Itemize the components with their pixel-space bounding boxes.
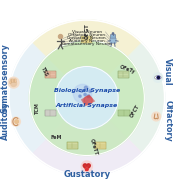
Wedge shape — [32, 98, 142, 176]
FancyBboxPatch shape — [10, 81, 11, 84]
Text: Visual Neuron: Visual Neuron — [72, 30, 102, 34]
Circle shape — [84, 93, 86, 96]
Circle shape — [81, 161, 92, 172]
Circle shape — [152, 112, 161, 121]
Text: OFGT: OFGT — [84, 23, 89, 39]
Circle shape — [8, 77, 19, 88]
Wedge shape — [87, 43, 165, 153]
FancyBboxPatch shape — [45, 71, 56, 78]
Circle shape — [55, 67, 118, 129]
Text: FeM: FeM — [50, 135, 62, 140]
Text: Somatosensory Neuron: Somatosensory Neuron — [61, 42, 112, 46]
Circle shape — [58, 35, 63, 39]
Circle shape — [112, 33, 114, 34]
Text: Somatosensory: Somatosensory — [1, 43, 10, 112]
Text: TSS: TSS — [40, 66, 49, 77]
Circle shape — [84, 96, 92, 105]
FancyBboxPatch shape — [12, 79, 13, 82]
Text: OFCT: OFCT — [129, 103, 141, 118]
Circle shape — [29, 40, 144, 156]
Text: Gustatory: Gustatory — [63, 170, 110, 179]
Circle shape — [73, 84, 92, 103]
Text: OFeTT: OFeTT — [89, 138, 99, 156]
Text: Biological Synapse: Biological Synapse — [54, 88, 120, 93]
Polygon shape — [81, 94, 95, 106]
Circle shape — [85, 168, 88, 170]
Circle shape — [9, 20, 165, 176]
FancyBboxPatch shape — [117, 71, 129, 78]
Circle shape — [79, 95, 81, 97]
FancyBboxPatch shape — [15, 79, 16, 82]
Circle shape — [11, 81, 17, 87]
Circle shape — [80, 90, 83, 92]
FancyBboxPatch shape — [111, 35, 116, 39]
FancyBboxPatch shape — [81, 36, 92, 43]
Text: Auditory: Auditory — [1, 101, 10, 140]
Wedge shape — [9, 43, 87, 153]
Text: OFeTy: OFeTy — [119, 64, 136, 74]
Text: Olfactory Neuron: Olfactory Neuron — [68, 33, 105, 37]
FancyBboxPatch shape — [67, 143, 78, 149]
FancyBboxPatch shape — [118, 110, 130, 116]
FancyBboxPatch shape — [13, 79, 15, 82]
Circle shape — [158, 77, 159, 78]
FancyBboxPatch shape — [95, 143, 106, 149]
Text: Gustatory Neuron: Gustatory Neuron — [67, 36, 106, 40]
Circle shape — [87, 169, 88, 170]
Text: Visual: Visual — [163, 58, 172, 85]
FancyBboxPatch shape — [11, 79, 12, 82]
Circle shape — [15, 120, 18, 123]
Circle shape — [89, 90, 92, 92]
Circle shape — [84, 86, 87, 89]
Text: Auditory Neuron: Auditory Neuron — [69, 39, 105, 43]
FancyBboxPatch shape — [110, 38, 116, 43]
Ellipse shape — [155, 76, 161, 79]
Circle shape — [12, 117, 20, 126]
Circle shape — [153, 73, 163, 82]
Circle shape — [87, 95, 90, 98]
Circle shape — [86, 169, 87, 170]
Circle shape — [157, 76, 160, 79]
Text: Olfactory: Olfactory — [163, 100, 172, 142]
Polygon shape — [83, 164, 90, 170]
Text: Artificial Synapse: Artificial Synapse — [56, 103, 118, 108]
Wedge shape — [32, 20, 142, 98]
Text: TCM: TCM — [35, 102, 40, 114]
FancyBboxPatch shape — [45, 110, 56, 116]
